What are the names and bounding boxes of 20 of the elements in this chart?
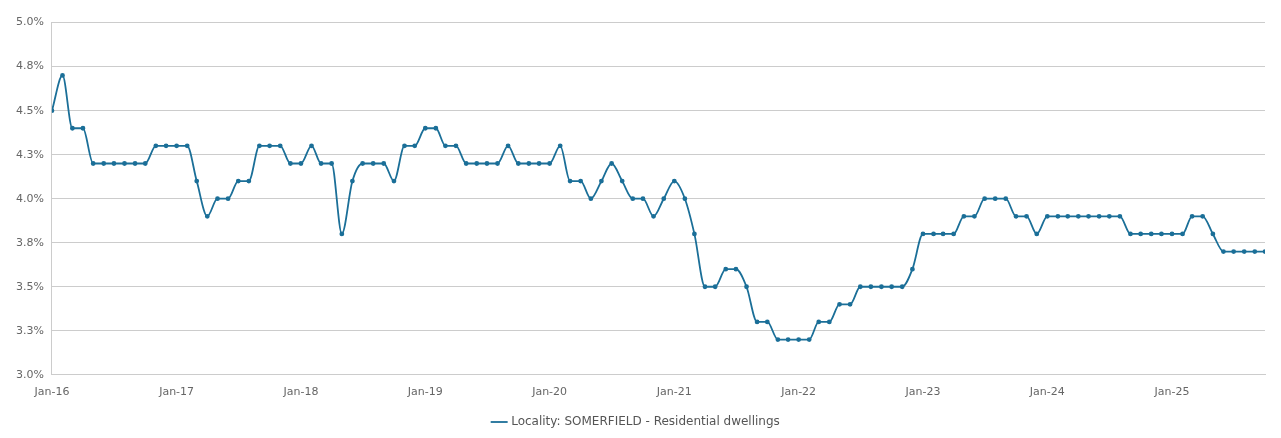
x-tick-label: Jan-16 (33, 385, 70, 399)
legend-label: Locality: SOMERFIELD - Residential dwellings (511, 414, 780, 429)
x-tick-label: Jan-17 (158, 385, 195, 399)
x-tick-label: Jan-25 (1153, 385, 1190, 399)
y-tick-label: 4.0% (15, 191, 44, 205)
x-tick-label: Jan-20 (531, 385, 568, 399)
y-tick-label: 4.3% (15, 147, 44, 161)
x-tick-label: Jan-24 (1028, 385, 1065, 399)
x-tick-label: Jan-18 (282, 385, 319, 399)
y-tick-label: 3.0% (15, 367, 44, 381)
y-tick-label: 3.3% (15, 323, 44, 337)
y-tick-label: 4.5% (15, 103, 44, 117)
y-tick-label: 3.8% (15, 235, 44, 249)
y-tick-label: 4.8% (15, 59, 44, 73)
y-tick-label: 5.0% (15, 15, 44, 29)
x-tick-label: Jan-23 (904, 385, 941, 399)
x-tick-label: Jan-19 (406, 385, 443, 399)
x-tick-label: Jan-22 (780, 385, 817, 399)
x-tick-label: Jan-21 (655, 385, 692, 399)
y-tick-label: 3.5% (15, 279, 44, 293)
